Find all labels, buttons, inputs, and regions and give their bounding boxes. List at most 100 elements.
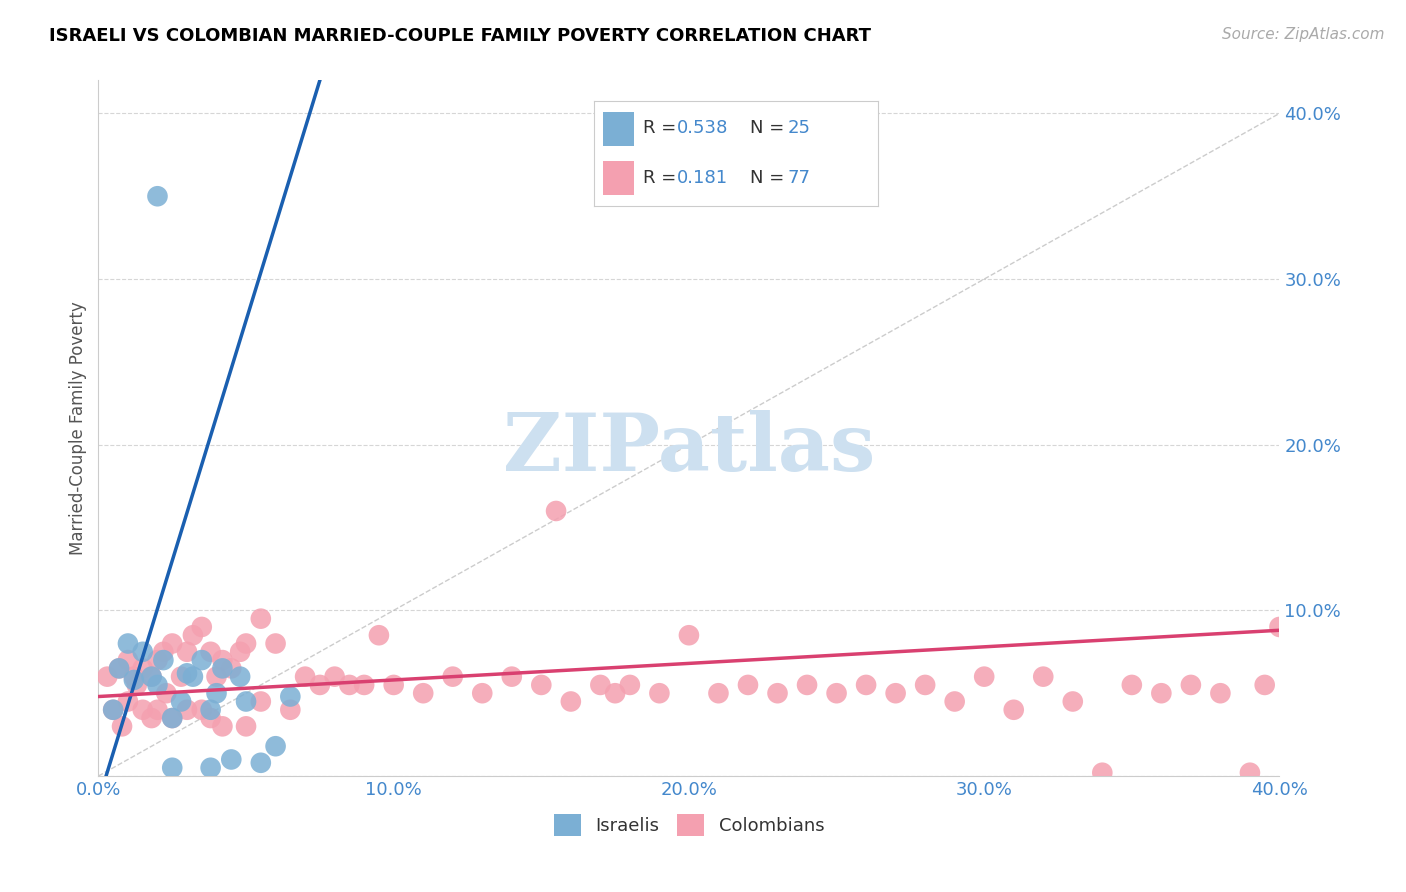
- Point: [132, 661, 155, 675]
- Point: [111, 719, 134, 733]
- Point: [146, 678, 169, 692]
- Point: [530, 678, 553, 692]
- Point: [235, 636, 257, 650]
- Point: [412, 686, 434, 700]
- Point: [1032, 670, 1054, 684]
- Point: [368, 628, 391, 642]
- Point: [146, 189, 169, 203]
- Point: [162, 636, 183, 650]
- Point: [152, 645, 174, 659]
- Point: [146, 653, 169, 667]
- Point: [1180, 678, 1202, 692]
- Point: [1268, 620, 1291, 634]
- Point: [589, 678, 612, 692]
- Point: [141, 670, 163, 684]
- Point: [122, 670, 145, 684]
- Point: [264, 636, 287, 650]
- Point: [155, 686, 177, 700]
- Point: [108, 661, 131, 675]
- Point: [117, 653, 139, 667]
- Point: [648, 686, 671, 700]
- Point: [205, 686, 228, 700]
- Point: [973, 670, 995, 684]
- Legend: Israelis, Colombians: Israelis, Colombians: [547, 807, 831, 844]
- Point: [181, 628, 204, 642]
- Point: [441, 670, 464, 684]
- Point: [471, 686, 494, 700]
- Y-axis label: Married-Couple Family Poverty: Married-Couple Family Poverty: [69, 301, 87, 555]
- Point: [191, 620, 214, 634]
- Point: [1062, 694, 1084, 708]
- Point: [1121, 678, 1143, 692]
- Point: [707, 686, 730, 700]
- Point: [229, 670, 252, 684]
- Point: [855, 678, 877, 692]
- Point: [280, 690, 302, 704]
- Point: [117, 636, 139, 650]
- Point: [176, 645, 198, 659]
- Point: [162, 761, 183, 775]
- Point: [235, 719, 257, 733]
- Point: [176, 666, 198, 681]
- Point: [132, 703, 155, 717]
- Point: [914, 678, 936, 692]
- Point: [1150, 686, 1173, 700]
- Point: [229, 645, 252, 659]
- Point: [211, 719, 233, 733]
- Point: [221, 752, 243, 766]
- Point: [132, 645, 155, 659]
- Point: [884, 686, 907, 700]
- Point: [678, 628, 700, 642]
- Point: [200, 645, 222, 659]
- Point: [264, 739, 287, 754]
- Point: [170, 694, 193, 708]
- Point: [221, 661, 243, 675]
- Point: [737, 678, 759, 692]
- Point: [235, 694, 257, 708]
- Point: [200, 703, 222, 717]
- Point: [122, 673, 145, 687]
- Point: [1091, 765, 1114, 780]
- Point: [141, 711, 163, 725]
- Text: ISRAELI VS COLOMBIAN MARRIED-COUPLE FAMILY POVERTY CORRELATION CHART: ISRAELI VS COLOMBIAN MARRIED-COUPLE FAMI…: [49, 27, 872, 45]
- Point: [146, 703, 169, 717]
- Point: [211, 661, 233, 675]
- Point: [191, 653, 214, 667]
- Point: [250, 694, 273, 708]
- Point: [339, 678, 361, 692]
- Point: [103, 703, 125, 717]
- Point: [176, 703, 198, 717]
- Point: [1254, 678, 1277, 692]
- Point: [766, 686, 789, 700]
- Point: [211, 653, 233, 667]
- Point: [796, 678, 818, 692]
- Point: [205, 670, 228, 684]
- Point: [309, 678, 332, 692]
- Point: [200, 761, 222, 775]
- Point: [382, 678, 405, 692]
- Point: [560, 694, 582, 708]
- Point: [200, 711, 222, 725]
- Point: [152, 653, 174, 667]
- Point: [294, 670, 316, 684]
- Point: [1239, 765, 1261, 780]
- Point: [108, 661, 131, 675]
- Point: [162, 711, 183, 725]
- Point: [546, 504, 568, 518]
- Point: [141, 670, 163, 684]
- Point: [250, 756, 273, 770]
- Point: [125, 678, 148, 692]
- Point: [1209, 686, 1232, 700]
- Point: [181, 670, 204, 684]
- Point: [323, 670, 346, 684]
- Point: [1002, 703, 1025, 717]
- Point: [605, 686, 627, 700]
- Point: [280, 703, 302, 717]
- Point: [825, 686, 848, 700]
- Text: Source: ZipAtlas.com: Source: ZipAtlas.com: [1222, 27, 1385, 42]
- Text: ZIPatlas: ZIPatlas: [503, 410, 875, 488]
- Point: [501, 670, 523, 684]
- Point: [103, 703, 125, 717]
- Point: [96, 670, 118, 684]
- Point: [943, 694, 966, 708]
